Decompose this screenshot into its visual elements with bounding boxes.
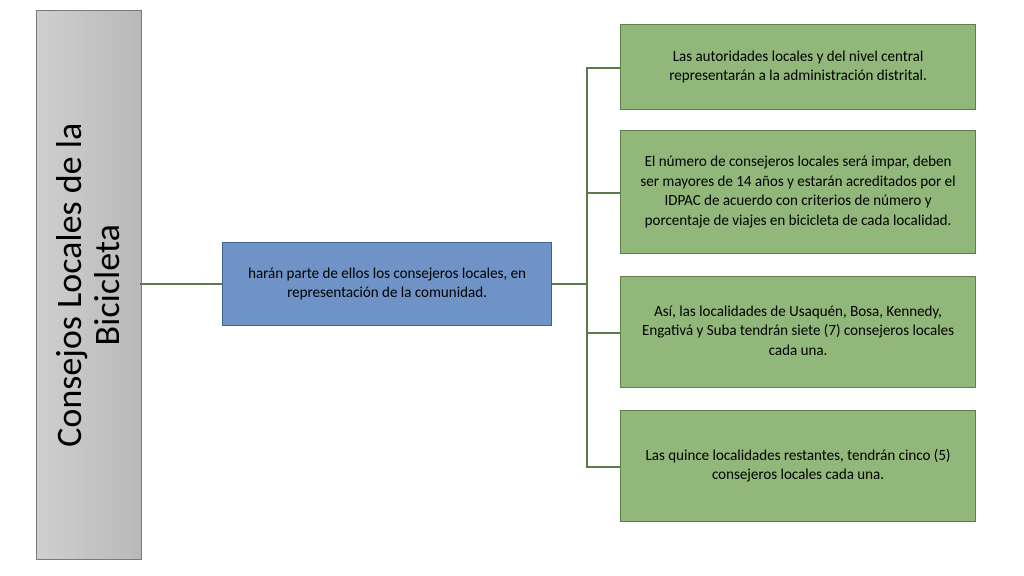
connector-trunk bbox=[586, 67, 588, 466]
leaf-label-3: Así, las localidades de Usaquén, Bosa, K… bbox=[637, 303, 959, 362]
connector-root-mid bbox=[140, 283, 222, 285]
connector-leaf-3 bbox=[586, 332, 620, 334]
leaf-node-4: Las quince localidades restantes, tendrá… bbox=[620, 410, 976, 522]
root-line2: Bicicleta bbox=[85, 224, 129, 345]
root-label: Consejos Locales de la Bicicleta bbox=[51, 123, 127, 447]
leaf-label-1: Las autoridades locales y del nivel cent… bbox=[637, 48, 959, 87]
middle-node: harán parte de ellos los consejeros loca… bbox=[222, 242, 552, 326]
root-node: Consejos Locales de la Bicicleta bbox=[36, 10, 142, 560]
middle-label: harán parte de ellos los consejeros loca… bbox=[237, 265, 537, 303]
connector-mid-trunk bbox=[552, 283, 588, 285]
connector-leaf-4 bbox=[586, 466, 620, 468]
connector-leaf-2 bbox=[586, 192, 620, 194]
leaf-node-3: Así, las localidades de Usaquén, Bosa, K… bbox=[620, 276, 976, 388]
leaf-node-2: El número de consejeros locales será imp… bbox=[620, 130, 976, 254]
diagram-canvas: Consejos Locales de la Bicicleta harán p… bbox=[0, 0, 1024, 576]
leaf-label-4: Las quince localidades restantes, tendrá… bbox=[637, 447, 959, 486]
leaf-node-1: Las autoridades locales y del nivel cent… bbox=[620, 24, 976, 110]
connector-leaf-1 bbox=[586, 67, 620, 69]
leaf-label-2: El número de consejeros locales será imp… bbox=[637, 153, 959, 231]
